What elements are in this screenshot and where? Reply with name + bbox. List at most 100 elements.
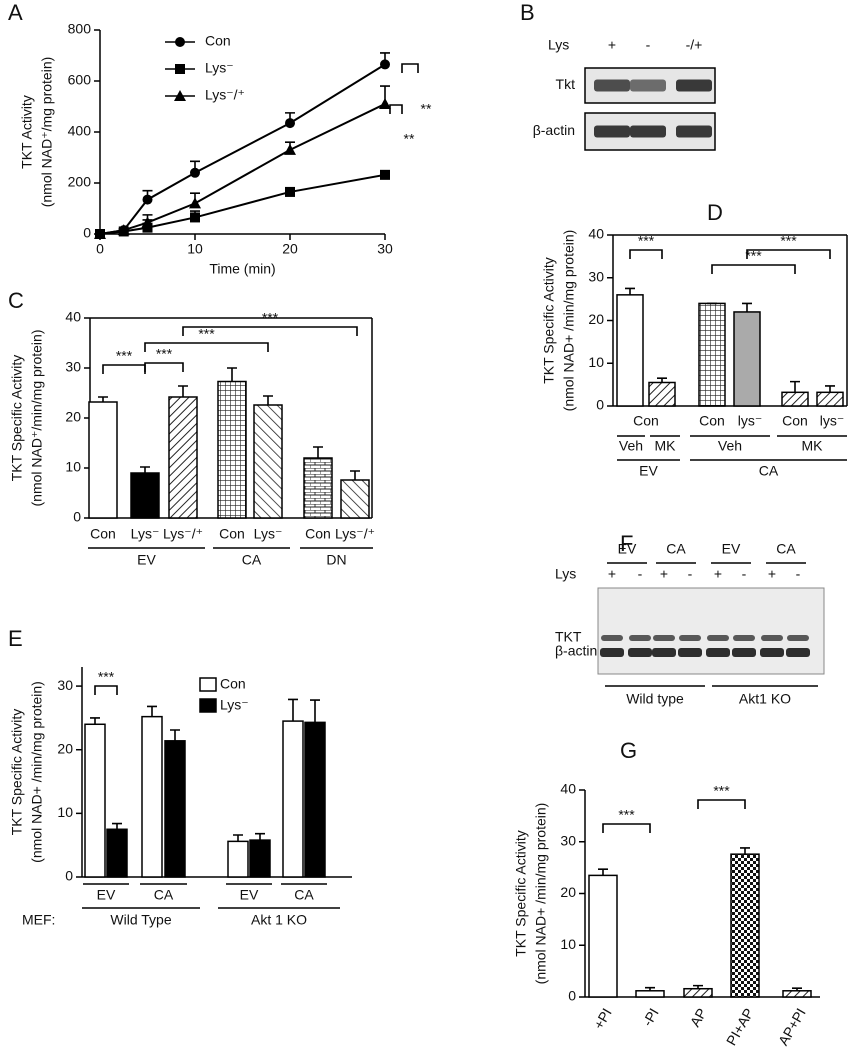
- x-tick-label: EV: [240, 887, 259, 903]
- significance-label: ***: [156, 346, 173, 362]
- significance-bracket: [182, 326, 358, 336]
- lane-label: +: [608, 37, 616, 53]
- marker: [141, 216, 154, 228]
- bar: [648, 381, 676, 407]
- marker: [190, 167, 200, 178]
- bar: [698, 302, 726, 407]
- lane-label: -: [638, 566, 643, 582]
- blot-band: [600, 648, 624, 657]
- bar: [730, 853, 760, 998]
- x-tick-label: 0: [96, 241, 104, 257]
- blot-frame: [597, 587, 825, 675]
- significance-bracket: [629, 249, 663, 259]
- row-label: TKT: [555, 629, 582, 645]
- group-label: CA: [759, 463, 779, 479]
- y-tick-label: 40: [588, 226, 604, 242]
- x-tick-label: +PI: [590, 1005, 615, 1032]
- x-tick-label: 20: [282, 241, 298, 257]
- x-tick-label: AP: [687, 1005, 710, 1029]
- panel-letter: G: [620, 738, 637, 763]
- significance-label: ***: [116, 348, 133, 364]
- panel-letter: A: [8, 0, 23, 25]
- error-bar: [740, 847, 750, 855]
- error-bar: [625, 287, 635, 295]
- error-bar: [255, 832, 265, 841]
- error-bar: [657, 377, 667, 383]
- error-bar: [98, 396, 108, 402]
- x-tick-label: CA: [294, 887, 314, 903]
- legend-swatch: [199, 698, 217, 713]
- y-tick-label: 20: [588, 311, 604, 327]
- error-bar: [178, 385, 188, 397]
- bar: [168, 396, 198, 519]
- x-tick-label: Lys⁻/⁺: [163, 526, 203, 542]
- group-label: EV: [618, 541, 637, 557]
- bar: [141, 715, 163, 878]
- group-label: CA: [666, 541, 686, 557]
- error-bar: [313, 446, 323, 458]
- error-bar: [598, 868, 608, 876]
- x-tick-label: Lys⁻: [254, 526, 283, 542]
- bar: [340, 479, 370, 519]
- blot-band: [733, 635, 755, 641]
- group-label: Veh: [619, 438, 643, 454]
- bar: [249, 839, 271, 878]
- row-label: β-actin: [555, 643, 597, 659]
- lane-label: -: [646, 37, 651, 53]
- genotype-label: Akt1 KO: [739, 691, 791, 707]
- blot-band: [594, 125, 630, 138]
- marker: [380, 59, 390, 70]
- lane-label: +: [714, 566, 722, 582]
- blot-band: [706, 648, 730, 657]
- panel-letter: F: [620, 531, 633, 556]
- error-bar: [825, 385, 835, 393]
- y-tick-label: 400: [68, 123, 92, 139]
- legend-swatch: [199, 677, 217, 692]
- bar: [227, 840, 249, 878]
- bar: [781, 391, 809, 407]
- lane-label: -: [742, 566, 747, 582]
- significance-label: ***: [713, 783, 730, 799]
- error-bar: [693, 984, 703, 989]
- error-bar: [147, 705, 157, 717]
- error-bar: [140, 466, 150, 473]
- significance-bracket: [102, 364, 146, 374]
- lane-label: -/+: [686, 37, 703, 53]
- y-tick-label: 0: [83, 225, 91, 241]
- blot-band: [676, 125, 712, 138]
- bar: [303, 457, 333, 519]
- y-tick-label: 20: [65, 409, 81, 425]
- error-bar: [310, 699, 320, 723]
- bar: [782, 990, 812, 998]
- row-label: Tkt: [556, 76, 576, 92]
- panel-letter: D: [707, 200, 723, 225]
- error-bar: [263, 395, 273, 405]
- y-axis-label: TKT Specific Activity: [541, 257, 557, 384]
- y-tick-label: 0: [65, 868, 73, 884]
- significance-bracket: [697, 799, 746, 809]
- group-prefix: MEF:: [22, 912, 55, 928]
- error-bar: [90, 717, 100, 725]
- group-label: DN: [326, 552, 346, 568]
- y-tick-label: 10: [65, 459, 81, 475]
- error-bar: [792, 987, 802, 991]
- significance-bracket: [144, 342, 269, 352]
- y-axis-label: TKT Specific Activity: [9, 355, 25, 482]
- error-bar: [288, 698, 298, 722]
- group-label: MK: [802, 438, 824, 454]
- panel-letter: C: [8, 288, 24, 313]
- blot-band: [629, 635, 651, 641]
- significance-label: ***: [98, 669, 115, 685]
- marker: [175, 64, 185, 74]
- x-tick-label: Con: [305, 526, 331, 542]
- group-label: EV: [722, 541, 741, 557]
- bar: [588, 874, 618, 998]
- genotype-label: Wild type: [626, 691, 684, 707]
- bar: [282, 720, 304, 878]
- bar: [635, 990, 665, 998]
- blot-band: [601, 635, 623, 641]
- blot-band: [679, 635, 701, 641]
- lane-label: -: [796, 566, 801, 582]
- error-bar: [227, 367, 237, 382]
